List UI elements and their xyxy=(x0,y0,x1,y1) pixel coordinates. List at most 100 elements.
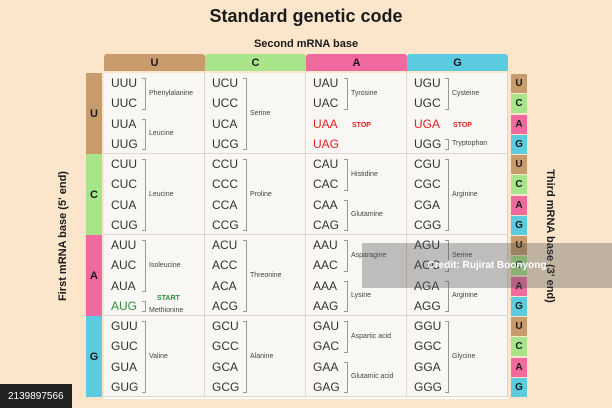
codon-cag: CAG xyxy=(313,217,340,232)
amino-acid-bracket xyxy=(344,78,348,110)
codon-acu: ACU xyxy=(212,238,238,252)
codon-gac: GAC xyxy=(313,339,340,354)
codon-cell: AUU AUC AUA AUG START Isoleucine Methionine xyxy=(104,235,205,316)
codon-gca: GCA xyxy=(212,359,239,374)
codon-aaa: AAA xyxy=(313,278,338,293)
codon-cell: GAU GAC GAA GAG Aspartic acid Glutamic acid xyxy=(306,316,407,397)
codon-gug: GUG xyxy=(111,379,139,394)
codon-uua: UUA xyxy=(111,116,137,131)
third-base-g: G xyxy=(511,134,527,154)
amino-acid-bracket xyxy=(445,240,449,272)
codon-aag: AAG xyxy=(313,298,339,313)
amino-acid-label: Tyrosine xyxy=(351,89,378,97)
codon-uau: UAU xyxy=(313,76,339,90)
stock-id-badge: 2139897566 xyxy=(0,384,72,408)
codon-ggu: GGU xyxy=(414,319,442,333)
third-base-g: G xyxy=(511,296,527,316)
third-base-u: U xyxy=(511,74,527,93)
codon-cell: AGU AGC AGA AGG Serine Arginine xyxy=(407,235,508,316)
codon-gau: GAU xyxy=(313,319,340,333)
third-base-c: C xyxy=(511,337,527,357)
codon-cell: GCU GCC GCA GCG Alanine xyxy=(205,316,306,397)
codon-gcu: GCU xyxy=(212,319,239,333)
amino-acid-label: Histidine xyxy=(351,170,378,178)
codon-uuc: UUC xyxy=(111,96,137,111)
row-header-g: G xyxy=(86,316,102,397)
amino-acid-bracket xyxy=(445,159,449,231)
amino-acid-bracket xyxy=(142,321,146,393)
amino-acid-label: Threonine xyxy=(250,272,282,279)
third-base-label: Third mRNA base (3' end) xyxy=(544,169,556,303)
third-base-a: A xyxy=(511,114,527,134)
amino-acid-bracket xyxy=(243,78,247,150)
codon-gga: GGA xyxy=(414,359,441,374)
codon-cell: CGU CGC CGA CGG Arginine xyxy=(407,154,508,235)
codon-aac: AAC xyxy=(313,258,338,273)
amino-acid-label: Proline xyxy=(250,191,272,198)
third-base-g: G xyxy=(511,215,527,235)
amino-acid-bracket xyxy=(344,321,348,353)
codon-ucc: UCC xyxy=(212,96,238,111)
codon-gag: GAG xyxy=(313,379,340,394)
amino-acid-bracket xyxy=(243,159,247,231)
codon-ccu: CCU xyxy=(212,157,238,171)
amino-acid-bracket xyxy=(243,240,247,312)
codon-caa: CAA xyxy=(313,197,338,212)
codon-gcg: GCG xyxy=(212,379,240,394)
amino-acid-bracket xyxy=(445,280,449,312)
third-base-u: U xyxy=(511,236,527,255)
codon-uca: UCA xyxy=(212,116,238,131)
amino-acid-label: Leucine xyxy=(149,191,174,198)
codon-gcc: GCC xyxy=(212,339,239,354)
third-base-c: C xyxy=(511,256,527,276)
codon-cgc: CGC xyxy=(414,177,441,192)
amino-acid-label: Glycine xyxy=(452,353,476,360)
codon-cug: CUG xyxy=(111,217,138,232)
codon-cac: CAC xyxy=(313,177,339,192)
codon-cell: AAU AAC AAA AAG Asparagine Lysine xyxy=(306,235,407,316)
amino-acid-label: Phenylalanine xyxy=(149,89,193,97)
codon-gaa: GAA xyxy=(313,359,339,374)
codon-cell: GGU GGC GGA GGG Glycine xyxy=(407,316,508,397)
amino-acid-label: Asparagine xyxy=(351,251,387,259)
amino-acid-bracket xyxy=(344,199,348,231)
codon-ccg: CCG xyxy=(212,217,239,232)
third-base-a: A xyxy=(511,276,527,296)
amino-acid-label: Tryptophan xyxy=(452,140,488,148)
amino-acid-label: Valine xyxy=(149,353,168,360)
codon-cga: CGA xyxy=(414,197,441,212)
codon-acc: ACC xyxy=(212,258,238,273)
first-base-label: First mRNA base (5' end) xyxy=(57,171,69,301)
third-base-a: A xyxy=(511,357,527,377)
codon-cau: CAU xyxy=(313,157,339,171)
amino-acid-label: Glutamine xyxy=(351,211,383,219)
amino-acid-label: Glutamic acid xyxy=(351,373,394,381)
amino-acid-bracket xyxy=(445,78,449,110)
codon-ugu: UGU xyxy=(414,76,441,90)
codon-aau: AAU xyxy=(313,238,338,252)
codon-cua: CUA xyxy=(111,197,137,212)
column-header-c: C xyxy=(205,54,306,71)
amino-acid-bracket xyxy=(142,240,146,292)
codon-cell: CCU CCC CCA CCG Proline xyxy=(205,154,306,235)
amino-acid-label: Methionine xyxy=(149,306,184,314)
codon-uaa: UAA xyxy=(313,116,338,131)
amino-acid-label: Leucine xyxy=(149,130,174,138)
column-header-u: U xyxy=(104,54,205,71)
codon-agu: AGU xyxy=(414,238,441,252)
third-base-c: C xyxy=(511,175,527,195)
amino-acid-label: Isoleucine xyxy=(149,261,181,269)
codon-cell: UGU UGC UGA STOP UGG Cysteine Tryptophan xyxy=(407,73,508,154)
amino-acid-bracket xyxy=(142,300,146,312)
amino-acid-label: Serine xyxy=(250,110,271,117)
codon-guc: GUC xyxy=(111,339,138,354)
amino-acid-label: Arginine xyxy=(452,292,478,300)
codon-uag: UAG xyxy=(313,136,340,151)
codon-ggc: GGC xyxy=(414,339,442,354)
codon-cgg: CGG xyxy=(414,217,442,232)
watermark-text: Credit: Rujirat Boonyong xyxy=(427,260,547,271)
codon-aug: AUG xyxy=(111,298,138,313)
second-base-label: Second mRNA base xyxy=(253,38,359,50)
codon-ggg: GGG xyxy=(414,379,443,394)
codon-cell: UCU UCC UCA UCG Serine xyxy=(205,73,306,154)
